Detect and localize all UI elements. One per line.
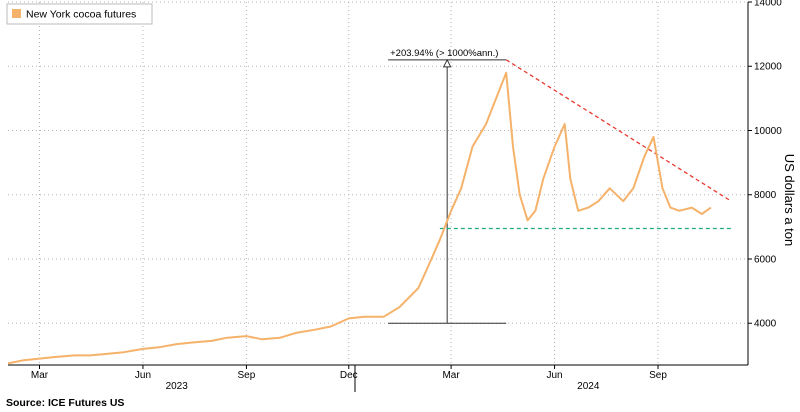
legend-swatch <box>12 9 21 18</box>
x-year-label: 2024 <box>577 381 600 392</box>
price-line <box>7 71 712 365</box>
x-tick-label: Sep <box>238 370 256 381</box>
x-tick-label: Mar <box>442 370 460 381</box>
x-year-label: 2023 <box>166 381 189 392</box>
x-axis: Mar Jun Sep Dec Mar Jun Sep 2023 2024 <box>31 365 667 392</box>
y-tick-label: 10000 <box>754 126 782 137</box>
y-tick-label: 4000 <box>754 319 777 330</box>
x-tick-label: Jun <box>547 370 563 381</box>
x-tick-label: Dec <box>340 370 358 381</box>
x-tick-label: Sep <box>649 370 667 381</box>
x-tick-label: Jun <box>135 370 151 381</box>
annotations: +203.94% (> 1000%ann.) <box>388 48 732 324</box>
grid-lines <box>8 1 748 365</box>
resistance-trendline <box>505 59 732 202</box>
legend: New York cocoa futures <box>6 3 153 25</box>
legend-box <box>6 3 153 25</box>
x-tick-label: Mar <box>31 370 49 381</box>
source-note: Source: ICE Futures US <box>6 397 125 409</box>
y-axis-label: US dollars a ton <box>782 154 797 247</box>
y-tick-label: 6000 <box>754 254 777 265</box>
y-tick-label: 8000 <box>754 190 777 201</box>
y-tick-label: 14000 <box>754 0 782 9</box>
series-new-york-cocoa <box>7 71 712 365</box>
range-arrow-head <box>442 58 452 68</box>
y-tick-label: 12000 <box>754 62 782 73</box>
y-axis: 4000 6000 8000 10000 12000 14000 <box>748 0 782 330</box>
legend-label: New York cocoa futures <box>26 9 136 21</box>
change-label: +203.94% (> 1000%ann.) <box>390 48 498 59</box>
